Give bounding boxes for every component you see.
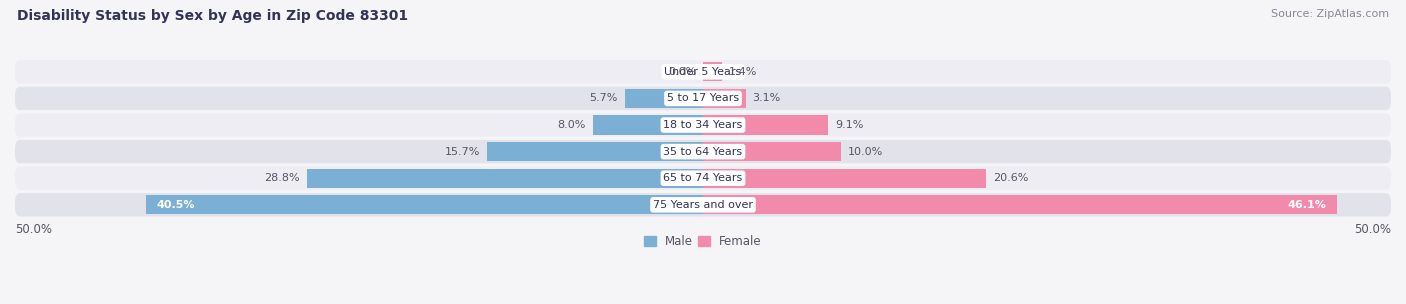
FancyBboxPatch shape [15,113,1391,137]
Text: 5.7%: 5.7% [589,93,617,103]
Text: 5 to 17 Years: 5 to 17 Years [666,93,740,103]
Text: 18 to 34 Years: 18 to 34 Years [664,120,742,130]
Bar [307,169,703,188]
Text: 9.1%: 9.1% [835,120,863,130]
Text: 75 Years and over: 75 Years and over [652,200,754,210]
Text: Disability Status by Sex by Age in Zip Code 83301: Disability Status by Sex by Age in Zip C… [17,9,408,23]
Bar [624,89,703,108]
Bar [703,195,1337,214]
FancyBboxPatch shape [15,140,1391,163]
Text: 3.1%: 3.1% [752,93,780,103]
Bar [703,62,723,81]
Text: 50.0%: 50.0% [1354,223,1391,237]
Bar [146,195,703,214]
Text: Under 5 Years: Under 5 Years [665,67,741,77]
Text: 35 to 64 Years: 35 to 64 Years [664,147,742,157]
Text: 28.8%: 28.8% [264,173,299,183]
Text: 40.5%: 40.5% [156,200,195,210]
FancyBboxPatch shape [15,60,1391,84]
FancyBboxPatch shape [15,167,1391,190]
Text: 20.6%: 20.6% [993,173,1029,183]
Bar [703,169,987,188]
Text: 8.0%: 8.0% [558,120,586,130]
Text: Source: ZipAtlas.com: Source: ZipAtlas.com [1271,9,1389,19]
Text: 10.0%: 10.0% [848,147,883,157]
Bar [486,142,703,161]
Bar [703,142,841,161]
FancyBboxPatch shape [15,87,1391,110]
Bar [703,116,828,135]
FancyBboxPatch shape [15,193,1391,216]
Text: 15.7%: 15.7% [444,147,479,157]
Text: 46.1%: 46.1% [1288,200,1326,210]
Legend: Male, Female: Male, Female [640,231,766,253]
Text: 50.0%: 50.0% [15,223,52,237]
Bar [593,116,703,135]
Bar [703,89,745,108]
Text: 1.4%: 1.4% [730,67,758,77]
Text: 65 to 74 Years: 65 to 74 Years [664,173,742,183]
Text: 0.0%: 0.0% [668,67,696,77]
